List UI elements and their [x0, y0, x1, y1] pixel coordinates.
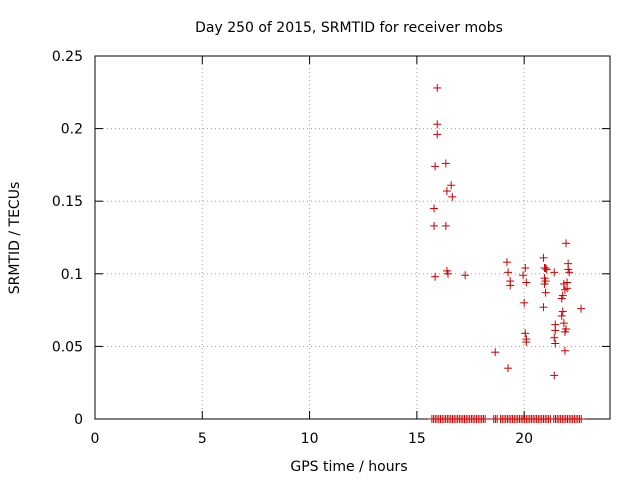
tick-labels: 0 0.05 0.1 0.15 0.2 0.25 0 5 10 15 20: [52, 49, 533, 447]
data-point: [562, 239, 571, 248]
x-tick-label: 5: [198, 431, 207, 447]
data-point: [539, 253, 548, 262]
data-point: [560, 327, 569, 336]
data-point: [441, 159, 450, 168]
y-tick-label: 0.2: [61, 122, 83, 138]
data-point: [442, 187, 451, 196]
data-point: [447, 181, 456, 190]
zero-data-point: [481, 415, 490, 423]
y-tick-label: 0.15: [52, 194, 83, 210]
y-tick-label: 0.25: [52, 49, 83, 65]
data-point: [560, 285, 569, 294]
data-point: [522, 278, 531, 287]
data-point: [461, 271, 470, 280]
data-point: [431, 272, 440, 281]
x-axis-label: GPS time / hours: [290, 459, 407, 475]
data-point: [550, 333, 559, 342]
data-point: [541, 263, 550, 272]
data-point: [448, 192, 457, 201]
y-tick-label: 0.1: [61, 267, 83, 283]
data-point: [550, 371, 559, 380]
zero-data-point: [577, 415, 586, 423]
data-point: [433, 83, 442, 92]
data-point: [541, 288, 550, 297]
y-tick-label: 0: [74, 412, 83, 428]
y-axis-label: SRMTID / TECUs: [7, 182, 23, 295]
data-point: [441, 221, 450, 230]
y-tick-label: 0.05: [52, 339, 83, 355]
x-tick-label: 20: [515, 431, 533, 447]
data-point: [430, 204, 439, 213]
data-point: [557, 294, 566, 303]
data-point: [431, 162, 440, 171]
data-point: [430, 221, 439, 230]
data-point: [560, 346, 569, 355]
data-point: [522, 338, 531, 347]
data-point: [565, 268, 574, 277]
data-point: [559, 279, 568, 288]
data-point: [506, 281, 515, 290]
data-point: [563, 284, 572, 293]
data-point: [551, 339, 560, 348]
data-point: [550, 268, 559, 277]
data-point: [504, 268, 513, 277]
chart-title: Day 250 of 2015, SRMTID for receiver mob…: [195, 20, 503, 36]
data-point: [521, 263, 530, 272]
data-point: [559, 319, 568, 328]
data-point: [577, 304, 586, 313]
data-point: [504, 364, 513, 373]
x-tick-label: 15: [408, 431, 426, 447]
plot-frame: [94, 55, 611, 420]
x-tick-label: 10: [301, 431, 319, 447]
tick-marks: [94, 55, 610, 420]
grid-layer: [95, 56, 610, 419]
data-point: [503, 258, 511, 267]
data-point: [539, 303, 548, 312]
data-points: [427, 83, 586, 423]
data-point: [557, 311, 566, 320]
data-point: [558, 307, 567, 316]
data-point: [551, 326, 560, 335]
data-point: [519, 271, 528, 280]
data-point: [433, 130, 442, 139]
data-point: [542, 265, 551, 274]
data-point: [520, 298, 529, 307]
data-point: [521, 329, 530, 338]
data-point: [443, 269, 452, 278]
x-tick-label: 0: [91, 431, 100, 447]
data-point: [491, 348, 500, 357]
data-point: [433, 120, 442, 129]
data-point: [540, 279, 549, 288]
